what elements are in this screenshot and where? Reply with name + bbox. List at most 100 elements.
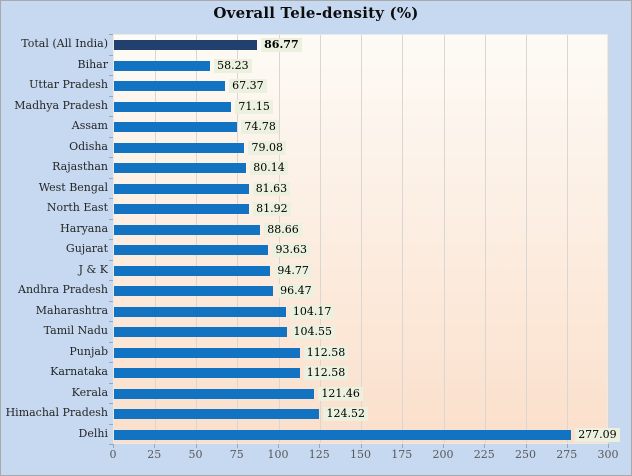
- gridline: [567, 35, 569, 443]
- gridline: [526, 35, 527, 443]
- bar: [114, 347, 300, 358]
- category-label: Maharashtra: [35, 303, 108, 317]
- gridline: [361, 35, 362, 443]
- axis-tick: [109, 423, 113, 425]
- axis-tick: [109, 362, 113, 363]
- category-label: Delhi: [78, 426, 108, 440]
- category-label: Bihar: [77, 57, 108, 71]
- bar-value-label: 104.55: [290, 325, 335, 340]
- bar: [114, 429, 572, 440]
- bar-value-label: 93.63: [272, 243, 310, 258]
- gridline: [443, 35, 445, 443]
- x-tick-label: 200: [432, 448, 454, 461]
- bar-value-label: 121.46: [318, 386, 363, 401]
- bar-value-label: 112.58: [303, 345, 349, 360]
- axis-tick: [109, 239, 113, 240]
- bar: [114, 81, 226, 92]
- axis-tick: [154, 444, 156, 448]
- category-label: Himachal Pradesh: [5, 406, 108, 419]
- x-tick-label: 50: [188, 448, 203, 461]
- axis-tick: [319, 444, 321, 448]
- chart-title: Overall Tele-density (%): [213, 4, 419, 22]
- bar: [114, 142, 245, 153]
- bar-value-label: 81.92: [253, 202, 291, 217]
- axis-tick: [109, 116, 113, 117]
- axis-tick: [109, 321, 113, 322]
- axis-tick: [109, 218, 113, 220]
- gridline: [278, 35, 280, 443]
- category-label: Total (All India): [21, 37, 108, 50]
- axis-tick: [109, 198, 113, 199]
- axis-tick: [608, 444, 609, 448]
- bar: [114, 327, 287, 338]
- axis-tick: [109, 157, 113, 158]
- axis-tick: [278, 444, 279, 448]
- bar-value-label: 88.66: [264, 222, 302, 237]
- category-label: J & K: [78, 262, 108, 276]
- gridline: [608, 35, 610, 443]
- x-tick-label: 75: [229, 448, 244, 461]
- axis-tick: [484, 444, 486, 448]
- axis-tick: [109, 136, 113, 138]
- bar: [114, 204, 250, 215]
- category-label: Andhra Pradesh: [18, 283, 108, 296]
- x-tick-label: 250: [515, 448, 536, 461]
- gridline: [484, 35, 486, 443]
- category-label: Madhya Pradesh: [14, 98, 108, 112]
- gridline: [319, 35, 321, 443]
- bar: [114, 286, 274, 297]
- category-label: Karnataka: [50, 365, 108, 378]
- plot-area: 86.77 58.23 67.37 71.15 74.78 79.08 80.14 81.63…: [113, 34, 620, 444]
- bar-value-label: 80.14: [250, 161, 288, 176]
- category-label: Haryana: [60, 221, 108, 235]
- bar: [114, 224, 261, 235]
- bar-value-label: 96.47: [277, 284, 315, 299]
- bar: [114, 409, 320, 420]
- axis-tick: [109, 54, 113, 56]
- category-label: Assam: [71, 119, 108, 132]
- axis-tick: [109, 177, 113, 179]
- axis-tick: [360, 444, 362, 448]
- axis-tick: [109, 95, 113, 97]
- bar-value-label: 74.78: [241, 120, 279, 135]
- bar: [114, 40, 258, 51]
- category-label: Punjab: [69, 344, 108, 358]
- axis-tick: [109, 341, 113, 343]
- bar-value-label: 104.17: [289, 304, 335, 319]
- x-tick-label: 175: [391, 448, 413, 461]
- gridline: [196, 35, 197, 443]
- gridline: [237, 35, 239, 443]
- x-tick-label: 25: [147, 448, 162, 461]
- x-tick-label: 225: [473, 448, 495, 461]
- bar: [114, 163, 247, 174]
- gridline: [154, 35, 156, 443]
- axis-tick: [109, 75, 113, 76]
- bar: [114, 101, 232, 112]
- bar-value-label: 67.37: [229, 79, 267, 94]
- bar-value-label: 94.77: [274, 263, 312, 278]
- category-axis: Total (All India) Bihar Uttar Pradesh Madhy…: [1, 34, 108, 444]
- x-tick-label: 0: [109, 448, 117, 461]
- axis-tick: [566, 444, 568, 448]
- axis-tick: [109, 280, 113, 281]
- axis-tick: [401, 444, 403, 448]
- bar-value-label: 124.52: [323, 407, 368, 422]
- bar-value-label: 71.15: [235, 99, 273, 114]
- bar: [114, 60, 211, 71]
- axis-tick: [109, 444, 113, 445]
- bar: [114, 306, 286, 317]
- x-tick-label: 125: [308, 448, 330, 461]
- axis-tick: [109, 300, 113, 302]
- axis-tick: [195, 444, 197, 448]
- axis-tick: [443, 444, 444, 448]
- category-label: Rajasthan: [52, 160, 108, 173]
- bar: [114, 265, 271, 276]
- category-label: Kerala: [71, 385, 108, 399]
- category-label: West Bengal: [38, 180, 108, 194]
- axis-tick: [525, 444, 527, 448]
- axis-tick: [109, 259, 113, 261]
- bar: [114, 388, 315, 399]
- bar: [114, 368, 300, 379]
- axis-tick: [109, 34, 113, 35]
